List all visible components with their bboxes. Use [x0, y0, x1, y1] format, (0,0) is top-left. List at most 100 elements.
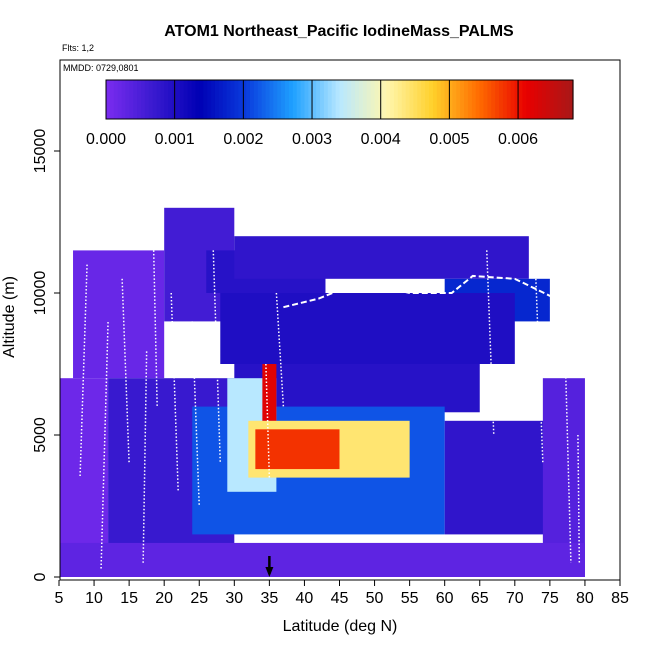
colorbar-swatch	[440, 80, 446, 119]
colorbar-swatch	[152, 80, 158, 119]
colorbar-swatch	[549, 80, 555, 119]
flight-track	[79, 264, 88, 478]
colorbar-swatch	[561, 80, 566, 119]
colorbar-swatch	[444, 80, 450, 119]
colorbar-swatch	[218, 80, 224, 119]
colorbar-swatch	[448, 80, 453, 119]
colorbar-swatch	[238, 80, 243, 119]
colorbar-swatch	[530, 80, 535, 119]
colorbar-swatch	[565, 80, 570, 119]
y-axis: 0 5000 10000 15000	[32, 129, 60, 581]
colorbar-swatch	[109, 80, 115, 119]
heatmap-cell	[444, 420, 550, 535]
colorbar-swatch	[106, 80, 111, 119]
x-tick-label: 40	[296, 590, 314, 607]
colorbar-swatch	[137, 80, 142, 119]
colorbar-swatch	[117, 80, 123, 119]
colorbar-swatch	[487, 80, 492, 119]
marker-head	[265, 567, 274, 577]
colorbar-tick-label: 0.002	[223, 131, 263, 148]
y-tick-label: 0	[32, 572, 49, 581]
colorbar-swatch	[569, 80, 574, 119]
heatmap-cell	[234, 236, 529, 279]
colorbar-tick-label: 0.003	[292, 131, 332, 148]
x-tick-label: 80	[576, 590, 594, 607]
colorbar-swatch	[160, 80, 165, 119]
colorbar-swatch	[464, 80, 469, 119]
colorbar-swatch	[253, 80, 259, 119]
colorbar-swatch	[133, 80, 138, 119]
y-tick-label: 10000	[32, 271, 49, 316]
heatmap-field	[60, 207, 585, 577]
colorbar-swatch	[421, 80, 426, 119]
x-tick-label: 25	[190, 590, 208, 607]
colorbar-swatch	[281, 80, 286, 119]
colorbar-swatch	[129, 80, 134, 119]
colorbar-swatch	[436, 80, 442, 119]
x-tick-label: 85	[611, 590, 629, 607]
colorbar-swatch	[265, 80, 271, 119]
colorbar-swatch	[296, 80, 302, 119]
flight-track	[152, 250, 158, 407]
colorbar-swatch	[339, 80, 344, 119]
colorbar-swatch	[452, 80, 457, 119]
colorbar-swatch	[300, 80, 306, 119]
x-tick-label: 70	[506, 590, 524, 607]
colorbar-swatch	[541, 80, 547, 119]
colorbar-swatch	[370, 80, 376, 119]
x-tick-label: 20	[155, 590, 173, 607]
colorbar-swatch	[168, 80, 173, 119]
colorbar-swatch	[246, 80, 251, 119]
y-tick-label: 15000	[32, 129, 49, 174]
colorbar-swatch	[316, 80, 321, 119]
colorbar-swatch	[417, 80, 422, 119]
x-tick-label: 75	[541, 590, 559, 607]
colorbar-swatch	[207, 80, 212, 119]
colorbar-swatch	[226, 80, 232, 119]
colorbar-swatch	[526, 80, 531, 119]
colorbar-swatch	[491, 80, 496, 119]
colorbar-swatch	[351, 80, 356, 119]
colorbar-swatch	[409, 80, 415, 119]
heatmap-cell	[220, 293, 515, 364]
flight-track	[191, 321, 200, 507]
colorbar-swatch	[242, 80, 247, 119]
colorbar-swatch	[195, 80, 200, 119]
colorbar-swatch	[343, 80, 348, 119]
y-axis-label: Altitude (m)	[1, 276, 18, 358]
x-tick-label: 55	[401, 590, 419, 607]
colorbar-swatch	[113, 80, 119, 119]
flight-track	[170, 292, 179, 492]
colorbar-swatch	[510, 80, 516, 119]
colorbar-swatch	[362, 80, 368, 119]
colorbar-swatch	[413, 80, 418, 119]
colorbar-swatch	[429, 80, 434, 119]
x-tick-label: 15	[120, 590, 138, 607]
colorbar-swatch	[355, 80, 360, 119]
colorbar-swatch	[537, 80, 543, 119]
colorbar-swatch	[467, 80, 473, 119]
latitude-marker	[265, 556, 274, 577]
x-axis: 5 10 15 20 25 30 35 40 45 50 55 60 65 70 75 80 85	[55, 580, 629, 607]
colorbar-tick-label: 0.005	[429, 131, 469, 148]
colorbar-swatch	[292, 80, 298, 119]
colorbar-swatch	[164, 80, 169, 119]
colorbar-swatch	[358, 80, 364, 119]
heatmap-cell	[262, 364, 277, 421]
x-tick-label: 30	[225, 590, 243, 607]
colorbar-swatch	[390, 80, 395, 119]
colorbar-swatch	[285, 80, 290, 119]
colorbar-swatch	[203, 80, 208, 119]
heatmap-cell	[60, 542, 585, 577]
colorbar-swatch	[347, 80, 352, 119]
colorbar-swatch	[148, 80, 154, 119]
colorbar: 0.000 0.001 0.002 0.003 0.004 0.005 0.006	[86, 79, 574, 148]
colorbar-tick-label: 0.001	[155, 131, 195, 148]
colorbar-swatch	[397, 80, 403, 119]
colorbar-swatch	[257, 80, 263, 119]
colorbar-swatch	[320, 80, 325, 119]
colorbar-swatch	[288, 80, 294, 119]
colorbar-swatch	[199, 80, 204, 119]
colorbar-swatch	[308, 80, 313, 119]
colorbar-swatch	[191, 80, 197, 119]
